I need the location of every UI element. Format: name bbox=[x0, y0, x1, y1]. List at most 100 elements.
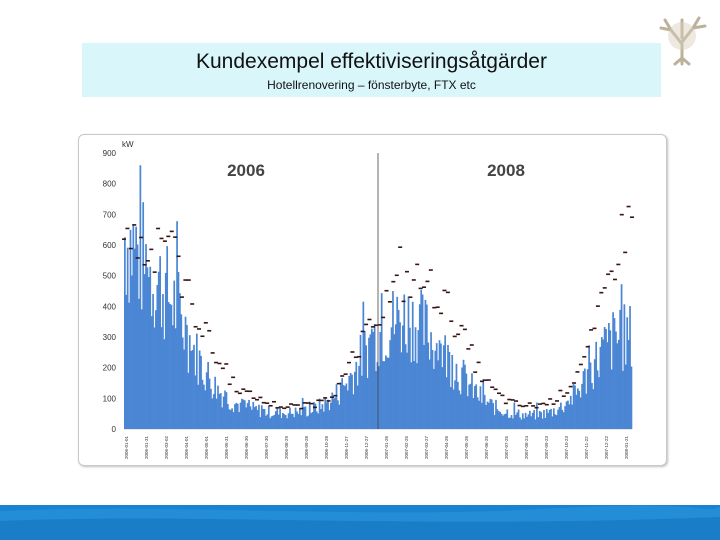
bar-mark bbox=[471, 373, 473, 429]
marker-mark bbox=[353, 356, 358, 359]
marker-mark bbox=[391, 280, 396, 283]
bar-mark bbox=[392, 291, 394, 429]
bar-mark bbox=[239, 402, 242, 429]
bar-mark bbox=[400, 352, 403, 429]
bar-mark bbox=[300, 415, 303, 429]
slide-title: Kundexempel effektiviseringsåtgärder bbox=[196, 50, 547, 73]
x-tick-label: 2006-10-28 bbox=[324, 435, 329, 459]
bar-mark bbox=[136, 244, 139, 429]
bar-mark bbox=[598, 377, 600, 429]
bar-mark bbox=[259, 417, 262, 429]
marker-mark bbox=[592, 327, 597, 330]
bar-mark bbox=[344, 385, 346, 429]
x-tick-label: 2006-04-01 bbox=[184, 435, 189, 459]
bar-mark bbox=[243, 400, 246, 429]
bar-mark bbox=[620, 284, 623, 429]
marker-mark bbox=[200, 335, 205, 338]
bar-mark bbox=[147, 277, 150, 429]
bar-mark bbox=[396, 296, 399, 429]
bar-mark bbox=[469, 383, 472, 429]
bar-mark bbox=[184, 316, 187, 429]
marker-mark bbox=[312, 406, 317, 409]
marker-mark bbox=[139, 236, 144, 239]
bar-mark bbox=[503, 414, 506, 429]
footer-bar bbox=[0, 505, 720, 540]
bar-mark bbox=[363, 330, 366, 429]
bar-mark bbox=[215, 398, 218, 429]
bar-mark bbox=[146, 267, 149, 429]
marker-mark bbox=[435, 306, 440, 309]
bar-mark bbox=[346, 390, 349, 429]
bar-mark bbox=[390, 327, 393, 429]
bar-mark bbox=[629, 306, 631, 429]
marker-mark bbox=[156, 227, 161, 230]
x-tick-label: 2007-11-22 bbox=[584, 436, 589, 459]
marker-mark bbox=[466, 348, 471, 350]
bar-mark bbox=[204, 390, 207, 429]
bar-mark bbox=[610, 369, 613, 429]
bar-mark bbox=[221, 407, 224, 429]
marker-mark bbox=[582, 355, 587, 358]
marker-mark bbox=[595, 305, 600, 307]
bar-mark bbox=[128, 302, 130, 429]
marker-mark bbox=[214, 361, 219, 364]
marker-mark bbox=[258, 396, 263, 399]
marker-mark bbox=[459, 324, 464, 327]
bar-mark bbox=[361, 375, 363, 429]
bar-mark bbox=[578, 390, 581, 429]
marker-mark bbox=[340, 375, 345, 377]
bar-mark bbox=[595, 341, 598, 429]
bar-mark bbox=[152, 293, 154, 429]
bar-mark bbox=[510, 415, 513, 429]
bar-mark bbox=[626, 317, 629, 429]
bar-mark bbox=[314, 403, 317, 429]
bar-mark bbox=[492, 403, 495, 429]
bar-mark bbox=[530, 416, 533, 429]
bar-mark bbox=[269, 418, 272, 429]
bar-mark bbox=[160, 327, 163, 429]
bar-mark bbox=[234, 404, 236, 429]
bar-mark bbox=[413, 360, 415, 429]
bar-mark bbox=[379, 332, 382, 429]
marker-mark bbox=[503, 402, 508, 405]
bar-mark bbox=[301, 397, 304, 429]
marker-mark bbox=[623, 251, 628, 254]
marker-mark bbox=[401, 300, 406, 303]
x-tick-label: 2007-12-22 bbox=[604, 435, 609, 459]
bar-mark bbox=[442, 345, 445, 429]
bar-mark bbox=[513, 402, 516, 429]
marker-mark bbox=[374, 324, 379, 327]
bar-mark bbox=[335, 384, 338, 429]
bar-mark bbox=[602, 339, 605, 429]
marker-mark bbox=[176, 255, 181, 258]
bar-mark bbox=[366, 377, 369, 429]
marker-mark bbox=[493, 388, 498, 391]
y-tick-label: 800 bbox=[103, 180, 117, 189]
x-tick-label: 2008-01-21 bbox=[624, 435, 629, 459]
x-tick-label: 2006-01-01 bbox=[124, 435, 129, 459]
bar-mark bbox=[373, 324, 376, 429]
marker-mark bbox=[616, 263, 621, 266]
marker-mark bbox=[578, 363, 583, 366]
x-tick-label: 2006-05-31 bbox=[224, 435, 229, 459]
bar-mark bbox=[393, 334, 396, 429]
marker-mark bbox=[541, 402, 546, 405]
marker-mark bbox=[347, 361, 352, 364]
title-banner: Kundexempel effektiviseringsåtgärder Hot… bbox=[82, 43, 661, 97]
bar-mark bbox=[437, 360, 439, 429]
bar-mark bbox=[201, 379, 204, 429]
marker-mark bbox=[231, 376, 236, 379]
bar-mark bbox=[231, 408, 233, 429]
bar-mark bbox=[410, 362, 413, 429]
bar-mark bbox=[444, 335, 447, 429]
marker-mark bbox=[445, 291, 450, 294]
marker-mark bbox=[224, 363, 229, 365]
marker-mark bbox=[537, 403, 542, 405]
marker-mark bbox=[544, 403, 549, 406]
bar-mark bbox=[260, 405, 263, 429]
bar-mark bbox=[579, 397, 582, 429]
marker-mark bbox=[343, 373, 348, 375]
period-label: 2006 bbox=[227, 161, 265, 180]
bar-mark bbox=[505, 413, 507, 429]
marker-mark bbox=[415, 263, 420, 266]
